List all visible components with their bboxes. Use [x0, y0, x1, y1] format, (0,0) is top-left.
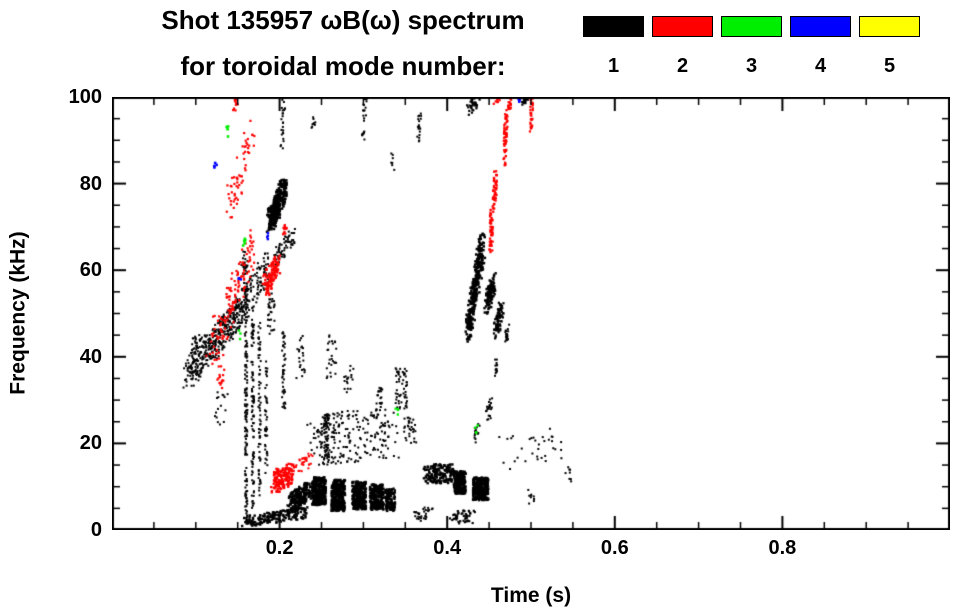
x-tick-label: 0.8 — [768, 537, 797, 559]
y-tick-label: 100 — [68, 86, 102, 108]
legend-swatch-mode3 — [721, 16, 782, 37]
legend-label-mode5: 5 — [883, 55, 896, 77]
y-tick-label: 0 — [90, 519, 102, 541]
x-tick-label: 0.2 — [265, 537, 294, 559]
legend-label-mode1: 1 — [607, 55, 620, 77]
y-axis-title: Frequency (kHz) — [6, 231, 30, 395]
legend-label-mode4: 4 — [814, 55, 827, 77]
chart-title: Shot 135957 ωB(ω) spectrum — [161, 5, 525, 35]
y-tick-label: 60 — [79, 259, 102, 282]
chart-subtitle: for toroidal mode number: — [180, 51, 506, 81]
y-tick-label: 80 — [79, 172, 102, 195]
legend-label-mode3: 3 — [745, 55, 758, 77]
legend-swatch-mode1 — [583, 16, 644, 37]
legend-swatch-mode2 — [652, 16, 713, 37]
legend-label-mode2: 2 — [676, 55, 689, 77]
y-tick-label: 20 — [79, 432, 102, 455]
x-tick-label: 0.4 — [433, 537, 462, 559]
y-tick-label: 40 — [79, 345, 102, 368]
x-tick-label: 0.6 — [600, 537, 629, 559]
legend-swatch-mode4 — [790, 16, 851, 37]
legend-swatch-mode5 — [859, 16, 920, 37]
x-axis-title: Time (s) — [490, 584, 572, 607]
plot-area — [112, 97, 950, 530]
